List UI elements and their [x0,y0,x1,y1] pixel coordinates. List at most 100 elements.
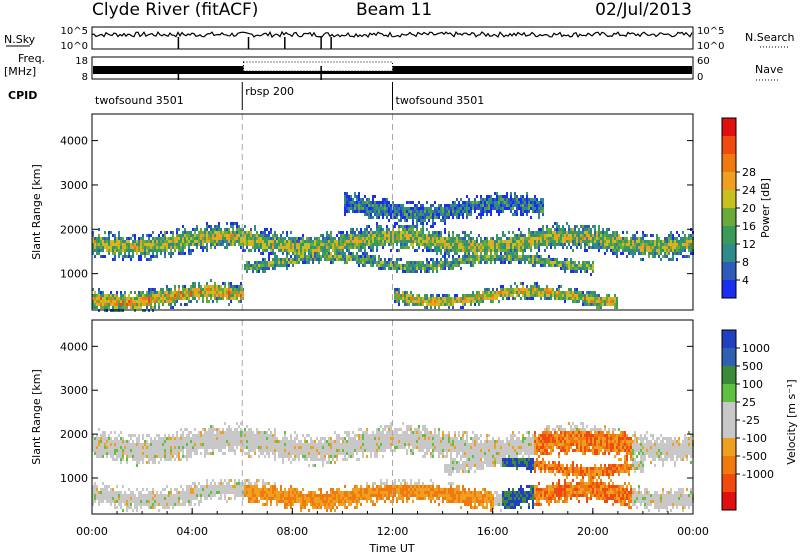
heatmap-cell [526,240,528,243]
heatmap-cell [210,291,212,294]
heatmap-cell [498,258,500,261]
heatmap-cell [256,264,258,267]
heatmap-cell [298,261,300,264]
heatmap-cell [174,300,176,303]
heatmap-cell [322,240,324,243]
heatmap-cell [114,506,116,509]
heatmap-cell [166,506,168,509]
heatmap-cell [616,234,618,237]
heatmap-cell [190,449,192,452]
heatmap-cell [104,306,106,309]
heatmap-cell [452,240,454,243]
heatmap-cell [106,437,108,440]
heatmap-cell [368,240,370,243]
heatmap-cell [124,491,126,494]
heatmap-cell [102,243,104,246]
heatmap-cell [164,300,166,303]
heatmap-cell [272,264,274,267]
heatmap-cell [214,291,216,294]
heatmap-cell [428,303,430,306]
heatmap-cell [306,237,308,240]
heatmap-cell [498,246,500,249]
heatmap-cell [114,252,116,255]
heatmap-cell [514,204,516,207]
heatmap-cell [526,255,528,258]
heatmap-cell [176,243,178,246]
heatmap-cell [102,488,104,491]
heatmap-cell [578,237,580,240]
heatmap-cell [480,252,482,255]
heatmap-cell [366,228,368,231]
heatmap-cell [124,294,126,297]
colorbar-tick-label: 8 [742,256,749,269]
heatmap-cell [306,243,308,246]
heatmap-cell [236,231,238,234]
heatmap-cell [96,488,98,491]
heatmap-cell [224,479,226,482]
heatmap-cell [210,231,212,234]
heatmap-cell [348,249,350,252]
heatmap-cell [502,198,504,201]
heatmap-cell [150,443,152,446]
heatmap-cell [540,291,542,294]
heatmap-cell [312,255,314,258]
heatmap-cell [434,264,436,267]
heatmap-cell [120,440,122,443]
heatmap-cell [150,500,152,503]
heatmap-cell [220,497,222,500]
heatmap-cell [106,494,108,497]
heatmap-cell [394,294,396,297]
heatmap-cell [504,291,506,294]
heatmap-cell [496,240,498,243]
heatmap-cell [134,446,136,449]
heatmap-cell [408,237,410,240]
colorbar-segment [722,190,736,209]
heatmap-cell [500,198,502,201]
heatmap-cell [344,258,346,261]
heatmap-cell [422,267,424,270]
heatmap-cell [422,261,424,264]
heatmap-cell [260,231,262,234]
heatmap-cell [160,240,162,243]
heatmap-cell [480,237,482,240]
heatmap-cell [302,258,304,261]
heatmap-cell [124,249,126,252]
heatmap-cell [422,240,424,243]
heatmap-cell [150,234,152,237]
nsky-trace [91,30,693,49]
heatmap-cell [658,246,660,249]
heatmap-cell [524,237,526,240]
heatmap-cell [132,297,134,300]
heatmap-cell [228,425,230,428]
heatmap-cell [482,243,484,246]
heatmap-cell [522,207,524,210]
heatmap-cell [640,258,642,261]
heatmap-cell [118,255,120,258]
heatmap-cell [374,237,376,240]
heatmap-cell [134,291,136,294]
heatmap-cell [200,234,202,237]
heatmap-cell [686,240,688,243]
heatmap-cell [316,246,318,249]
heatmap-cell [278,261,280,264]
heatmap-cell [452,210,454,213]
heatmap-cell [204,288,206,291]
heatmap-cell [168,497,170,500]
heatmap-cell [472,246,474,249]
heatmap-cell [520,231,522,234]
heatmap-cell [406,216,408,219]
heatmap-cell [394,261,396,264]
heatmap-cell [606,237,608,240]
heatmap-cell [182,288,184,291]
heatmap-cell [638,246,640,249]
heatmap-cell [542,204,544,207]
heatmap-cell [472,249,474,252]
heatmap-cell [92,303,94,306]
heatmap-cell [114,491,116,494]
heatmap-cell [530,288,532,291]
heatmap-cell [494,240,496,243]
heatmap-cell [378,231,380,234]
heatmap-cell [534,285,536,288]
heatmap-cell [630,237,632,240]
heatmap-cell [98,428,100,431]
